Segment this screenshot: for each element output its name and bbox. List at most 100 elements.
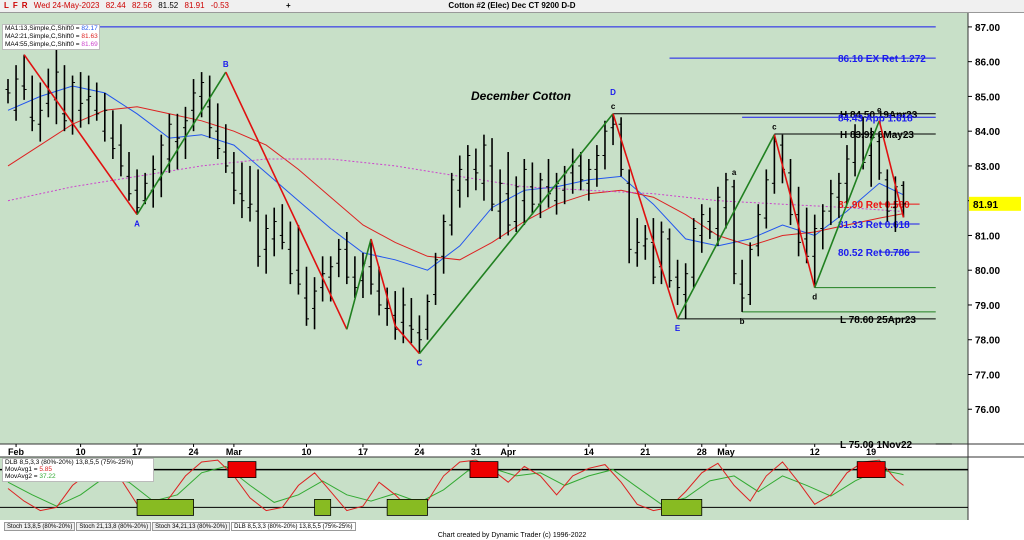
x-tick-label: Mar — [226, 447, 243, 457]
swing-line — [878, 120, 905, 218]
level-label: L 75.00 1Nov22 — [840, 440, 913, 451]
current-price-label: 81.91 — [973, 200, 998, 211]
pivot-label: a — [732, 168, 737, 177]
quote-low: 81.52 — [158, 1, 179, 10]
x-tick-label: 21 — [640, 447, 650, 457]
footer-credit: Chart created by Dynamic Trader (c) 1996… — [437, 532, 587, 539]
x-tick-label: 31 — [471, 447, 481, 457]
oscillator-green-box — [386, 498, 428, 516]
pivot-label: D — [610, 88, 616, 97]
toolbar-f-button[interactable]: F — [12, 1, 18, 10]
swing-line — [23, 54, 138, 216]
x-tick-label: 24 — [189, 447, 199, 457]
x-tick-label: May — [717, 447, 735, 457]
moving-average-line — [7, 106, 904, 261]
pivot-label: b — [740, 317, 745, 326]
price-axis-panel — [968, 13, 1024, 444]
y-tick-label: 81.00 — [975, 231, 1000, 242]
quote-close: 81.91 — [184, 1, 205, 10]
y-tick-label: 86.00 — [975, 58, 1000, 69]
level-label: 80.52 Ret 0.786 — [838, 248, 910, 259]
pivot-label: E — [675, 324, 681, 333]
swing-line — [394, 325, 421, 355]
oscillator-red-box — [469, 461, 499, 479]
swing-line — [418, 113, 614, 355]
x-tick-label: 28 — [697, 447, 707, 457]
swing-line — [346, 238, 372, 330]
oscillator-axis-panel — [968, 457, 1024, 520]
current-price-marker — [969, 196, 1021, 211]
pivot-label: c — [772, 123, 777, 132]
ma-legend: MA1:13,Simple,C,Shift0 = 82.17 MA2:21,Si… — [2, 24, 100, 50]
y-tick-label: 77.00 — [975, 370, 1000, 381]
toolbar-l-button[interactable]: L — [4, 1, 9, 10]
quote-change: -0.53 — [210, 1, 229, 10]
x-tick-label: 14 — [584, 447, 594, 457]
tab-stoch-21[interactable]: Stoch 21,13,8 (80%-20%) — [76, 522, 152, 531]
chart-title: December Cotton — [471, 89, 571, 103]
level-label: 84.43 App 1.618 — [838, 113, 913, 124]
ma2-legend: MA2:21,Simple,C,Shift0 = 81.63 — [5, 33, 98, 40]
oscillator-green-box — [314, 498, 332, 516]
tab-stoch-34[interactable]: Stoch 34,21,13 (80%-20%) — [152, 522, 231, 531]
date-axis-strip — [0, 444, 1024, 457]
y-tick-label: 85.00 — [975, 92, 1000, 103]
ma1-legend: MA1:13,Simple,C,Shift0 = 82.17 — [5, 25, 98, 32]
y-tick-label: 79.00 — [975, 301, 1000, 312]
x-tick-label: 17 — [358, 447, 368, 457]
level-label: H 84.50 19Apr23 — [840, 110, 918, 121]
pivot-label: B — [223, 60, 229, 69]
tab-dlb[interactable]: DLB 8,5,3,3 (80%-20%) 13,8,5,5 (75%-25%) — [231, 522, 356, 531]
toolbar-r-button[interactable]: R — [21, 1, 28, 10]
oscillator-red-box — [227, 461, 257, 479]
y-tick-label: 76.00 — [975, 405, 1000, 416]
x-tick-label: 24 — [414, 447, 424, 457]
moving-average-line — [7, 85, 904, 271]
swing-line — [612, 113, 679, 320]
oscillator-red-box — [856, 461, 886, 479]
level-label: 86.10 EX Ret 1.272 — [838, 54, 926, 65]
x-tick-label: 12 — [810, 447, 820, 457]
swing-line — [773, 134, 816, 288]
y-tick-label: 83.00 — [975, 162, 1000, 173]
swing-line — [136, 71, 227, 216]
x-tick-label: 17 — [132, 447, 142, 457]
quote-high: 82.56 — [131, 1, 152, 10]
level-label: H 83.92 8May23 — [840, 130, 914, 141]
swing-line — [225, 71, 348, 330]
add-button[interactable]: + — [286, 1, 291, 10]
pivot-label: c — [611, 102, 616, 111]
swing-line — [370, 238, 396, 327]
quote-open: 82.44 — [105, 1, 126, 10]
x-tick-label: 10 — [301, 447, 311, 457]
movavg2-legend: MovAvg2 = 37.22 — [5, 473, 56, 480]
level-label: L 78.60 25Apr23 — [840, 315, 916, 326]
x-tick-label: Feb — [8, 447, 25, 457]
oscillator-legend: DLB 8,5,3,3 (80%-20%) 13,8,5,5 (75%-25%)… — [2, 458, 154, 482]
oscillator-legend-title: DLB 8,5,3,3 (80%-20%) 13,8,5,5 (75%-25%) — [5, 459, 134, 466]
y-tick-label: 80.00 — [975, 266, 1000, 277]
ma3-legend: MA4:55,Simple,C,Shift0 = 81.69 — [5, 41, 98, 48]
indicator-tabs: Stoch 13,8,5 (80%-20%) Stoch 21,13,8 (80… — [4, 522, 357, 531]
swing-line — [813, 120, 881, 288]
tab-stoch-13[interactable]: Stoch 13,8,5 (80%-20%) — [4, 522, 76, 531]
pivot-label: d — [812, 293, 817, 302]
swing-line — [676, 134, 776, 320]
pivot-label: e — [877, 105, 882, 114]
oscillator-green-box — [661, 498, 703, 516]
level-label: 81.90 Ret 0.500 — [838, 200, 910, 211]
x-tick-label: 10 — [76, 447, 86, 457]
quote-date: Wed 24-May-2023 — [33, 1, 100, 10]
y-tick-label: 84.00 — [975, 127, 1000, 138]
oscillator-green-box — [136, 498, 194, 516]
y-tick-label: 87.00 — [975, 23, 1000, 34]
y-tick-label: 78.00 — [975, 336, 1000, 347]
x-tick-label: 19 — [866, 447, 876, 457]
x-tick-label: Apr — [500, 447, 516, 457]
window-title: Cotton #2 (Elec) Dec CT 9200 D-D — [448, 1, 576, 10]
movavg1-legend: MovAvg1 = 5.85 — [5, 466, 53, 473]
pivot-label: C — [417, 359, 423, 368]
